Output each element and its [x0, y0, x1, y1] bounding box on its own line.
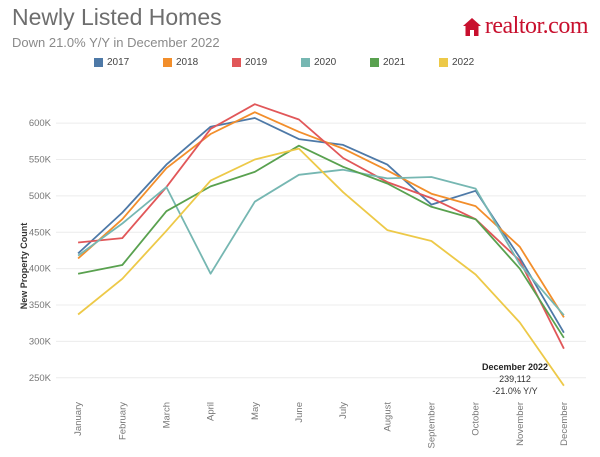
realtor-logo[interactable]: realtor.com — [462, 13, 589, 40]
series-line-2022 — [77, 147, 565, 387]
series-line-2020 — [77, 168, 565, 316]
y-axis-ticks: 250K 300K 350K 400K 450K 500K 550K 600K — [29, 118, 52, 384]
y-tick-label: 400K — [29, 264, 52, 275]
legend-label: 2022 — [452, 57, 475, 68]
y-tick-label: 450K — [29, 227, 52, 238]
grid-lines — [56, 122, 586, 379]
series-line-2018 — [77, 111, 565, 318]
x-tick-label: August — [382, 402, 393, 432]
legend-label: 2020 — [314, 57, 337, 68]
x-tick-label: January — [73, 402, 84, 436]
legend-item-2020[interactable]: 2020 — [301, 57, 370, 68]
chart-title: Newly Listed Homes — [12, 4, 222, 30]
x-tick-label: July — [338, 402, 349, 419]
logo-text: realtor.com — [484, 13, 589, 39]
x-tick-label: December — [559, 402, 570, 446]
legend-label: 2017 — [107, 57, 130, 68]
legend-label: 2018 — [176, 57, 199, 68]
y-axis-label: New Property Count — [19, 223, 29, 310]
series-lines — [77, 103, 565, 387]
x-tick-label: November — [515, 402, 526, 446]
legend-item-2022[interactable]: 2022 — [439, 57, 508, 68]
annotation-value: 239,112 — [499, 374, 531, 384]
x-tick-label: October — [471, 402, 482, 436]
x-tick-label: February — [117, 402, 128, 440]
chart-subtitle: Down 21.0% Y/Y in December 2022 — [12, 35, 220, 50]
legend-item-2018[interactable]: 2018 — [163, 57, 232, 68]
y-tick-label: 600K — [29, 118, 52, 129]
x-tick-label: September — [426, 402, 437, 448]
legend-swatch — [370, 58, 379, 67]
x-tick-label: June — [294, 402, 305, 423]
x-tick-label: May — [250, 402, 261, 420]
y-tick-label: 500K — [29, 191, 52, 202]
annotation-title: December 2022 — [482, 362, 548, 372]
legend-swatch — [301, 58, 310, 67]
legend-swatch — [94, 58, 103, 67]
legend-item-2017[interactable]: 2017 — [94, 57, 163, 68]
house-icon — [462, 17, 481, 36]
y-tick-label: 250K — [29, 373, 52, 384]
annotation-change: -21.0% Y/Y — [492, 386, 537, 396]
series-line-2021 — [77, 144, 565, 339]
x-tick-label: March — [161, 402, 172, 428]
legend-item-2021[interactable]: 2021 — [370, 57, 439, 68]
legend-label: 2019 — [245, 57, 268, 68]
series-line-2017 — [77, 117, 565, 334]
chart-legend: 2017 2018 2019 2020 2021 2022 — [94, 57, 508, 68]
y-tick-label: 350K — [29, 300, 52, 311]
annotation: December 2022 239,112 -21.0% Y/Y — [482, 362, 548, 396]
y-tick-label: 550K — [29, 154, 52, 165]
legend-label: 2021 — [383, 57, 406, 68]
x-tick-label: April — [206, 402, 217, 421]
legend-item-2019[interactable]: 2019 — [232, 57, 301, 68]
legend-swatch — [232, 58, 241, 67]
y-tick-label: 300K — [29, 336, 52, 347]
x-axis-ticks: January February March April May June July Augu… — [73, 402, 570, 449]
legend-swatch — [439, 58, 448, 67]
legend-swatch — [163, 58, 172, 67]
